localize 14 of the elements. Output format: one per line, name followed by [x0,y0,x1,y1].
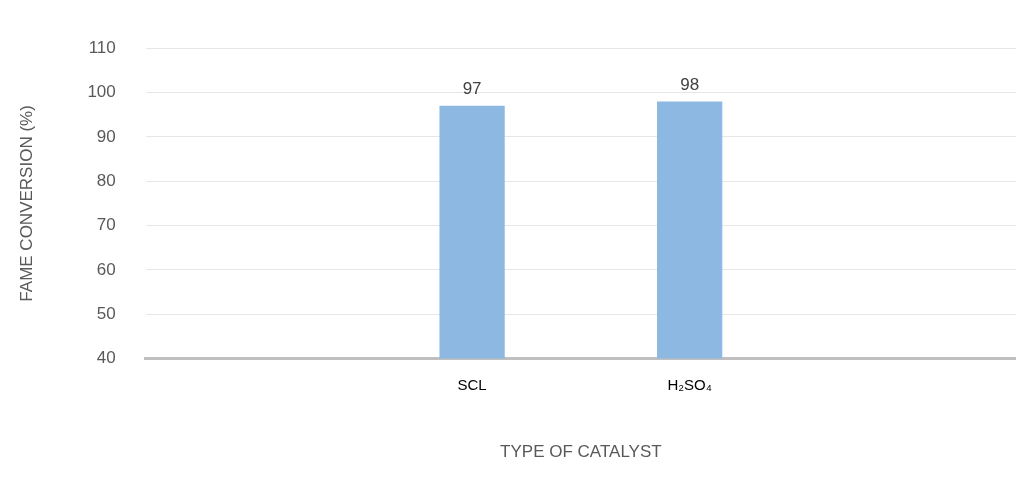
y-tick-label: 50 [96,303,116,323]
y-tick-label: 110 [88,37,116,57]
y-tick-label: 100 [87,82,116,102]
y-tick-label: 90 [96,126,116,146]
y-tick-label: 70 [96,215,116,235]
y-tick-label: 40 [96,348,116,368]
y-tick-label: 80 [96,170,116,190]
x-tick-label: SCL [457,375,487,393]
x-axis-title: TYPE OF CATALYST [500,442,662,462]
x-tick-label: H₂SO₄ [667,375,712,393]
data-label: 97 [462,79,482,99]
y-tick-label: 60 [96,259,116,279]
data-label: 98 [680,74,700,94]
y-axis-title: FAME CONVERSION (%) [16,105,36,302]
